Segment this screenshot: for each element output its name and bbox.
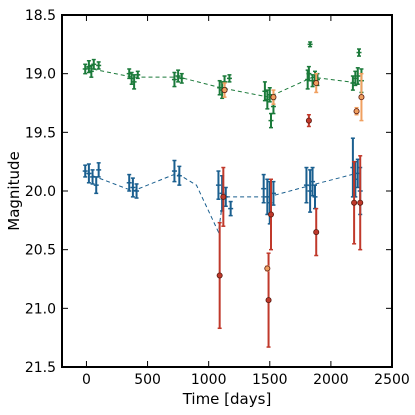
- data-point: [220, 166, 227, 227]
- trend-line-2: [86, 172, 357, 234]
- data-point: [310, 166, 316, 197]
- data-point: [131, 74, 137, 90]
- data-point: [268, 112, 274, 129]
- point-marker: [270, 94, 277, 101]
- point-marker: [351, 199, 358, 206]
- point-marker: [313, 229, 320, 236]
- data-point: [358, 72, 365, 122]
- data-point: [306, 65, 312, 82]
- data-point: [91, 58, 97, 70]
- data-point: [171, 71, 177, 88]
- data-point: [303, 166, 309, 204]
- x-tick-label: 500: [134, 372, 161, 388]
- data-point: [270, 89, 277, 105]
- point-marker: [313, 80, 320, 87]
- data-point: [86, 163, 92, 184]
- y-tick-label: 21.0: [25, 301, 56, 317]
- data-point: [82, 63, 88, 75]
- data-point: [135, 70, 141, 80]
- point-marker: [305, 117, 312, 124]
- data-point: [90, 169, 96, 185]
- y-tick-label: 20.5: [25, 243, 56, 259]
- x-axis-ticks: 0 500 1000 1500 2000 2500: [82, 15, 410, 388]
- data-points: [82, 41, 365, 348]
- x-tick-label: 1000: [191, 372, 227, 388]
- point-marker: [267, 211, 274, 218]
- data-point: [215, 170, 221, 200]
- data-point: [88, 64, 94, 78]
- data-point: [175, 69, 181, 83]
- data-point: [126, 173, 132, 192]
- y-tick-label: 19.5: [25, 125, 56, 141]
- data-point: [96, 162, 102, 178]
- data-point: [134, 183, 140, 199]
- point-marker: [357, 199, 364, 206]
- data-point: [130, 177, 136, 198]
- data-point: [264, 265, 271, 272]
- data-point: [353, 106, 360, 116]
- data-point: [261, 173, 267, 204]
- point-marker: [265, 297, 272, 304]
- x-axis-title: Time [days]: [182, 390, 272, 408]
- data-point: [216, 221, 223, 330]
- data-point: [228, 200, 234, 217]
- y-tick-label: 19.0: [25, 67, 56, 83]
- point-marker: [353, 108, 360, 115]
- data-point: [264, 89, 270, 110]
- data-point: [267, 86, 273, 103]
- data-point: [267, 178, 274, 251]
- x-tick-label: 2000: [313, 372, 349, 388]
- data-point: [96, 61, 102, 70]
- data-point: [171, 159, 177, 183]
- data-point: [226, 74, 232, 83]
- y-axis-title: Magnitude: [5, 151, 23, 230]
- point-marker: [216, 272, 223, 279]
- y-axis-ticks: 18.5 19.0 19.5 20.0 20.5 21.0 21.5: [25, 8, 392, 376]
- y-tick-label: 21.5: [25, 360, 56, 376]
- point-marker: [220, 193, 227, 200]
- data-point: [356, 48, 362, 57]
- x-tick-label: 0: [82, 372, 91, 388]
- plot-frame: [61, 14, 393, 368]
- y-tick-label: 20.0: [25, 184, 56, 200]
- data-point: [93, 176, 99, 195]
- x-tick-label: 2500: [374, 372, 410, 388]
- point-marker: [264, 265, 271, 272]
- y-tick-label: 18.5: [25, 8, 56, 24]
- data-point: [313, 207, 320, 257]
- data-point: [357, 155, 364, 251]
- point-marker: [358, 94, 365, 101]
- data-point: [221, 82, 228, 98]
- data-point: [351, 160, 358, 245]
- data-point: [307, 41, 313, 48]
- point-marker: [221, 87, 228, 94]
- data-point: [82, 164, 88, 178]
- data-point: [313, 72, 320, 94]
- data-point: [312, 184, 318, 210]
- x-tick-label: 1500: [252, 372, 288, 388]
- data-point: [355, 67, 361, 85]
- data-point: [179, 72, 185, 84]
- data-point: [305, 113, 312, 128]
- data-point: [176, 165, 182, 186]
